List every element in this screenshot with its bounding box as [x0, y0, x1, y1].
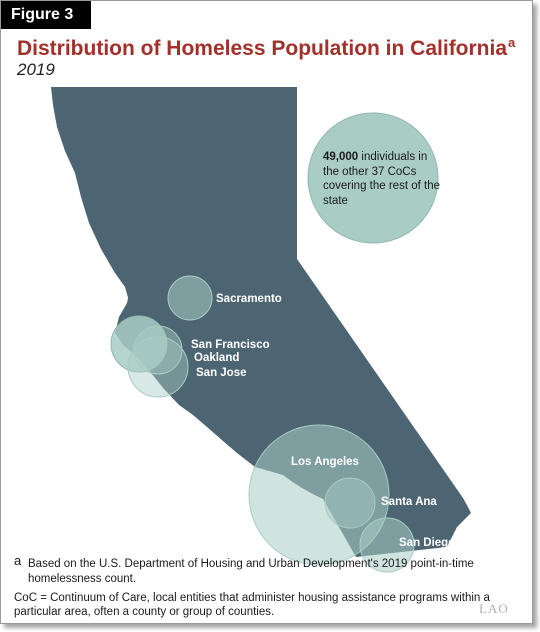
california-shape [51, 87, 471, 557]
label-oakland: Oakland [194, 352, 239, 364]
other-cocs-bubble [307, 112, 439, 244]
figure-label: Figure 3 [1, 1, 91, 29]
other-cocs-count: 49,000 [323, 151, 359, 163]
bubble-oakland [133, 325, 183, 375]
label-santa-ana: Santa Ana [381, 496, 437, 508]
label-san-jose: San Jose [196, 367, 247, 379]
footnote-text: Based on the U.S. Department of Housing … [28, 558, 474, 585]
footnote-marker: a [14, 553, 22, 568]
figure-frame: Figure 3 Distribution of Homeless Popula… [0, 0, 533, 624]
figure-title: Distribution of Homeless Population in C… [17, 35, 515, 61]
other-cocs-note: 49,000 individuals in the other 37 CoCs … [323, 150, 441, 208]
bubble-sacramento [167, 275, 213, 321]
lao-logo: LAO [479, 601, 509, 616]
label-san-diego: San Diego [399, 537, 455, 549]
california-map: Sacramento San Francisco Oakland San Jos… [51, 87, 471, 573]
footnote: a Based on the U.S. Department of Housin… [14, 553, 484, 586]
title-text: Distribution of Homeless Population in C… [17, 37, 508, 60]
coc-definition: CoC = Continuum of Care, local entities … [14, 592, 490, 618]
bubble-santa-ana [324, 477, 376, 529]
bubble-los-angeles [248, 424, 390, 566]
figure-subtitle: 2019 [17, 60, 55, 79]
bubble-san-diego [359, 517, 415, 573]
label-los-angeles: Los Angeles [291, 456, 359, 468]
bubble-san-jose [127, 336, 189, 398]
label-san-francisco: San Francisco [191, 339, 270, 351]
label-sacramento: Sacramento [216, 293, 282, 305]
title-footnote-marker: a [508, 35, 516, 50]
other-cocs-text: individuals in the other 37 CoCs coverin… [323, 151, 440, 207]
